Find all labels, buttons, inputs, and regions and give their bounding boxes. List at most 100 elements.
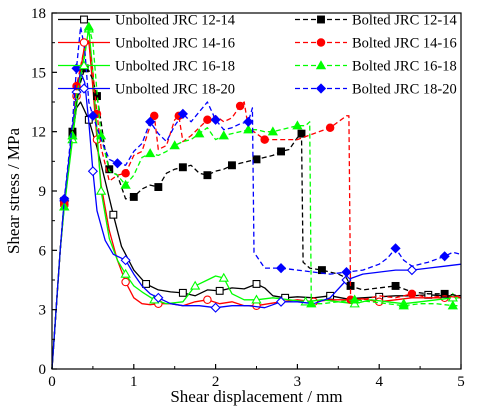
data-point [87, 110, 98, 121]
legend-item: Unbolted JRC 16-18 [58, 59, 235, 75]
data-point [190, 280, 201, 290]
data-point [120, 179, 131, 189]
legend-label: Unbolted JRC 12-14 [115, 13, 236, 29]
data-point [210, 114, 221, 125]
data-point [297, 129, 306, 138]
legend-marker [315, 83, 327, 94]
data-point [440, 289, 449, 298]
series-line-bolted-jrc-16-18 [51, 26, 461, 370]
legend-label: Bolted JRC 18-20 [352, 82, 457, 98]
x-tick-label: 2 [212, 374, 220, 390]
x-axis-label: Shear displacement / mm [170, 387, 342, 406]
legend-label: Bolted JRC 14-16 [352, 36, 457, 52]
legend: Unbolted JRC 12-14 Unbolted JRC 14-16 Unbo… [58, 13, 457, 98]
x-tick-label: 5 [457, 374, 465, 390]
data-point [95, 185, 107, 195]
y-tick-label: 6 [39, 243, 47, 259]
data-point [407, 289, 417, 299]
legend-item: Bolted JRC 14-16 [295, 36, 457, 52]
data-point [349, 294, 360, 304]
data-point [341, 267, 352, 278]
legend-marker [317, 15, 325, 24]
data-point [153, 292, 164, 303]
y-tick-label: 18 [31, 6, 46, 22]
data-point [203, 171, 212, 180]
data-point [59, 193, 70, 204]
legend-label: Unbolted JRC 16-18 [115, 59, 235, 75]
data-point [228, 161, 236, 170]
data-point [215, 286, 224, 295]
legend-marker [316, 38, 326, 47]
data-point [398, 300, 409, 310]
data-point [194, 128, 205, 138]
data-point [306, 298, 317, 308]
data-point [145, 148, 156, 158]
data-point [129, 192, 138, 201]
data-point [71, 63, 82, 74]
data-point [178, 288, 187, 297]
data-point [275, 263, 287, 274]
data-point [243, 124, 254, 134]
x-tick-label: 3 [294, 374, 302, 390]
data-point [150, 111, 159, 121]
data-point [277, 147, 285, 156]
legend-item: Bolted JRC 12-14 [295, 13, 457, 29]
data-point [120, 268, 131, 278]
y-tick-label: 15 [31, 65, 46, 81]
legend-marker [78, 60, 90, 70]
data-point [243, 116, 254, 127]
data-point [109, 210, 118, 219]
data-point [235, 101, 245, 111]
legend-item: Unbolted JRC 12-14 [58, 13, 236, 29]
legend-marker [80, 15, 88, 24]
y-tick-label: 12 [31, 125, 46, 141]
data-point [203, 295, 212, 305]
data-point [218, 130, 229, 140]
legend-label: Unbolted JRC 14-16 [115, 36, 235, 52]
legend-item: Bolted JRC 16-18 [295, 59, 457, 75]
legend-item: Unbolted JRC 18-20 [58, 82, 235, 98]
series-line-bolted-jrc-18-20 [51, 26, 462, 370]
series-layer [51, 21, 462, 370]
data-point [267, 126, 279, 136]
data-point [439, 251, 450, 262]
series-line-unbolted-jrc-14-16 [51, 40, 462, 370]
legend-item: Bolted JRC 18-20 [295, 82, 457, 98]
data-point [325, 123, 335, 132]
y-tick-label: 3 [39, 303, 47, 319]
legend-label: Bolted JRC 16-18 [352, 59, 457, 75]
y-tick-label: 0 [39, 362, 47, 378]
series-line-unbolted-jrc-18-20 [51, 71, 462, 370]
data-point [292, 120, 303, 130]
data-point [218, 272, 229, 282]
data-point [112, 158, 123, 169]
data-point [142, 280, 151, 288]
data-point [252, 155, 261, 164]
legend-item: Unbolted JRC 14-16 [58, 36, 235, 52]
x-tick-label: 0 [48, 374, 56, 390]
data-point [83, 21, 94, 31]
data-point [260, 135, 269, 144]
data-point [121, 277, 130, 287]
data-point [203, 115, 212, 125]
data-point [210, 302, 221, 313]
data-point [275, 296, 287, 307]
y-tick-label: 9 [39, 184, 47, 200]
legend-label: Bolted JRC 12-14 [352, 13, 457, 29]
series-line-unbolted-jrc-16-18 [51, 28, 461, 370]
data-point [252, 280, 261, 288]
data-point [390, 243, 401, 254]
legend-marker [79, 38, 89, 47]
data-point [169, 140, 180, 150]
data-point [406, 265, 417, 276]
legend-marker [78, 83, 90, 94]
data-point [251, 294, 262, 304]
legend-marker [315, 60, 327, 70]
series-bolted-jrc-18-20 [51, 26, 462, 370]
data-point [120, 255, 131, 266]
legend-label: Unbolted JRC 18-20 [115, 82, 235, 98]
data-point [391, 281, 400, 290]
x-tick-label: 1 [130, 374, 138, 390]
series-line-bolted-jrc-14-16 [51, 42, 462, 370]
